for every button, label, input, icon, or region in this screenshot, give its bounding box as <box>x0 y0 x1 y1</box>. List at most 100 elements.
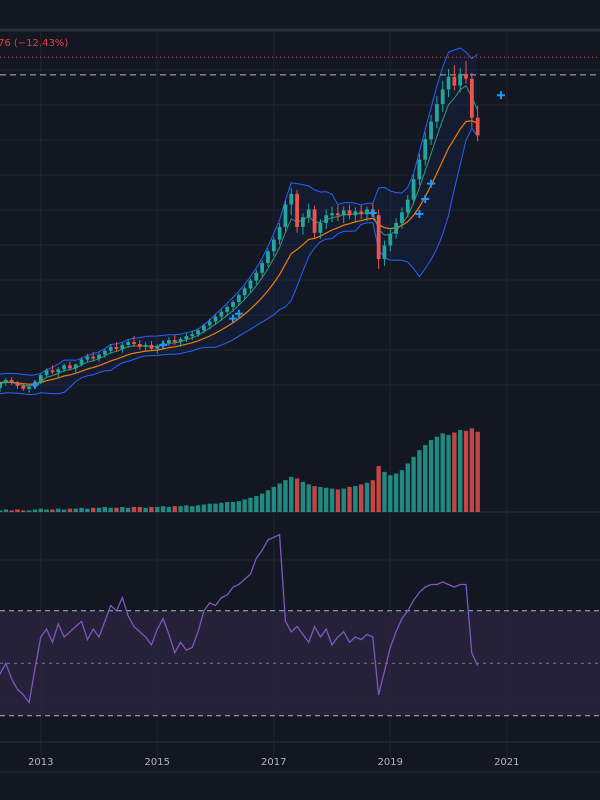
signal-marker <box>229 314 238 323</box>
candle-body <box>341 210 346 216</box>
volume-bar <box>405 463 410 512</box>
candle-body <box>149 344 154 349</box>
volume-bar <box>114 507 119 512</box>
candle-body <box>446 76 451 90</box>
volume-bar <box>259 493 265 512</box>
rsi-line <box>0 533 479 705</box>
candle-body <box>260 263 265 273</box>
bollinger-band-fill <box>0 48 478 395</box>
volume-bar <box>329 488 335 512</box>
volume-bar <box>289 476 294 512</box>
candle-body <box>440 89 445 105</box>
signal-marker <box>496 91 505 100</box>
volume-panel[interactable] <box>0 428 480 512</box>
bollinger-upper-line <box>0 47 478 376</box>
candle-body <box>382 245 387 260</box>
volume-bar <box>50 509 55 512</box>
candle-body <box>458 73 463 86</box>
candle-body <box>435 104 439 122</box>
candle-body <box>44 370 49 376</box>
candle-body <box>248 280 253 289</box>
volume-bar <box>347 486 352 512</box>
volume-bar <box>376 466 381 512</box>
volume-bar <box>452 432 457 512</box>
volume-bar <box>137 506 142 512</box>
candle-body <box>143 344 148 347</box>
volume-bar <box>446 435 451 512</box>
candle-body <box>452 76 457 86</box>
volume-bar <box>358 484 364 512</box>
candle-body <box>277 226 282 240</box>
volume-bar <box>300 481 306 512</box>
volume-bar <box>271 486 276 512</box>
volume-bar <box>67 508 73 512</box>
volume-bar <box>399 470 405 512</box>
candle-body <box>394 223 399 234</box>
candle-body <box>108 346 113 351</box>
volume-bar <box>15 509 20 512</box>
volume-bar <box>21 510 26 512</box>
volume-bar <box>335 489 341 512</box>
x-tick-label: 2015 <box>145 757 170 768</box>
candle-body <box>178 339 183 342</box>
signal-marker <box>30 380 39 389</box>
volume-bar <box>428 440 434 512</box>
candle-body <box>85 356 90 360</box>
volume-bar <box>294 478 300 512</box>
volume-bar <box>0 510 3 512</box>
candle-body <box>102 350 107 355</box>
volume-bar <box>207 503 212 512</box>
candle-body <box>295 193 299 227</box>
candle-body <box>365 209 369 215</box>
candle-body <box>289 193 294 205</box>
candle-body <box>301 217 305 227</box>
candle-body <box>423 139 428 160</box>
signal-marker <box>421 195 430 204</box>
candle-body <box>196 330 200 335</box>
volume-bar <box>219 502 224 512</box>
candle-body <box>376 215 381 260</box>
candle-body <box>266 251 270 264</box>
volume-bar <box>79 507 84 512</box>
signal-marker <box>427 179 436 188</box>
volume-bar <box>160 506 166 512</box>
volume-bar <box>56 508 61 512</box>
volume-bar <box>382 471 387 512</box>
x-tick-label: 2019 <box>378 757 403 768</box>
volume-bar <box>190 506 195 512</box>
candle-body <box>0 382 2 388</box>
x-tick-label: 2013 <box>28 757 53 768</box>
candle-body <box>172 340 177 342</box>
volume-bar <box>364 482 370 512</box>
volume-bar <box>201 504 207 512</box>
volume-bar <box>440 433 445 512</box>
volume-bar <box>283 480 288 512</box>
price-change-label: 76 (−12.43%) <box>0 38 68 49</box>
candle-body <box>155 345 160 349</box>
volume-bar <box>178 506 183 512</box>
candle-body <box>417 159 422 180</box>
volume-bar <box>143 507 148 512</box>
candle-body <box>388 233 393 246</box>
rsi-panel[interactable] <box>0 533 600 717</box>
volume-bar <box>195 505 201 512</box>
candle-body <box>73 364 78 369</box>
candle-body <box>38 375 43 382</box>
volume-bar <box>306 484 311 512</box>
price-panel[interactable] <box>0 47 600 396</box>
candle-body <box>359 211 364 215</box>
candle-body <box>475 117 480 136</box>
volume-bar <box>411 456 416 512</box>
volume-bar <box>3 509 9 512</box>
candle-body <box>190 334 195 337</box>
candle-body <box>254 272 259 281</box>
candle-body <box>225 306 230 312</box>
candle-body <box>27 386 32 389</box>
candle-body <box>3 380 8 383</box>
candle-body <box>50 370 55 373</box>
candle-body <box>213 316 218 322</box>
volume-bar <box>155 506 160 512</box>
volume-bar <box>469 428 475 512</box>
volume-bar <box>131 506 137 512</box>
